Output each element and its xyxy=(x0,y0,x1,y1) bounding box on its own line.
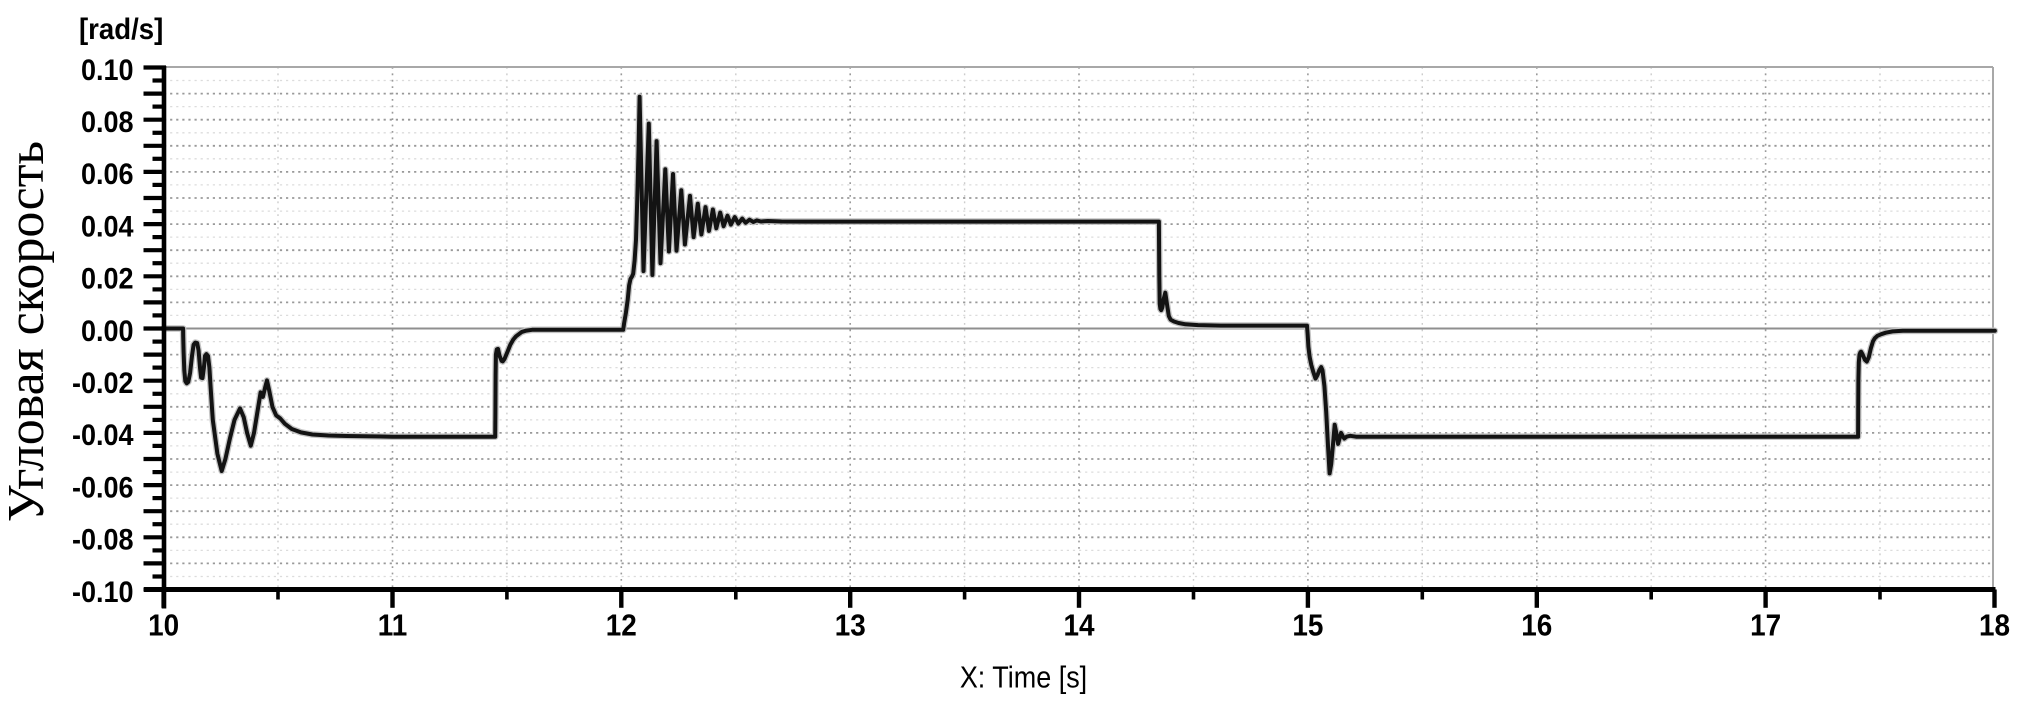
svg-text:13: 13 xyxy=(835,608,866,643)
svg-text:Угловая скорость: Угловая скорость xyxy=(0,141,55,522)
svg-text:15: 15 xyxy=(1292,608,1323,643)
svg-text:0.08: 0.08 xyxy=(81,106,134,140)
svg-text:0.06: 0.06 xyxy=(81,158,134,192)
svg-text:X: Time [s]: X: Time [s] xyxy=(960,661,1087,695)
svg-text:-0.02: -0.02 xyxy=(72,367,133,401)
svg-text:16: 16 xyxy=(1521,608,1552,643)
svg-text:14: 14 xyxy=(1063,608,1095,643)
svg-text:0.00: 0.00 xyxy=(81,315,134,349)
svg-text:12: 12 xyxy=(606,608,637,643)
svg-text:-0.04: -0.04 xyxy=(72,419,134,453)
svg-text:18: 18 xyxy=(1979,608,2010,643)
svg-text:0.02: 0.02 xyxy=(81,262,134,296)
svg-text:0.04: 0.04 xyxy=(81,210,134,244)
svg-text:-0.08: -0.08 xyxy=(72,523,133,557)
svg-text:[rad/s]: [rad/s] xyxy=(79,13,163,46)
svg-text:0.10: 0.10 xyxy=(81,54,134,88)
svg-text:17: 17 xyxy=(1750,608,1781,643)
svg-text:11: 11 xyxy=(378,608,407,643)
svg-text:-0.10: -0.10 xyxy=(72,576,133,610)
svg-text:-0.06: -0.06 xyxy=(72,471,133,505)
svg-text:10: 10 xyxy=(148,608,179,643)
